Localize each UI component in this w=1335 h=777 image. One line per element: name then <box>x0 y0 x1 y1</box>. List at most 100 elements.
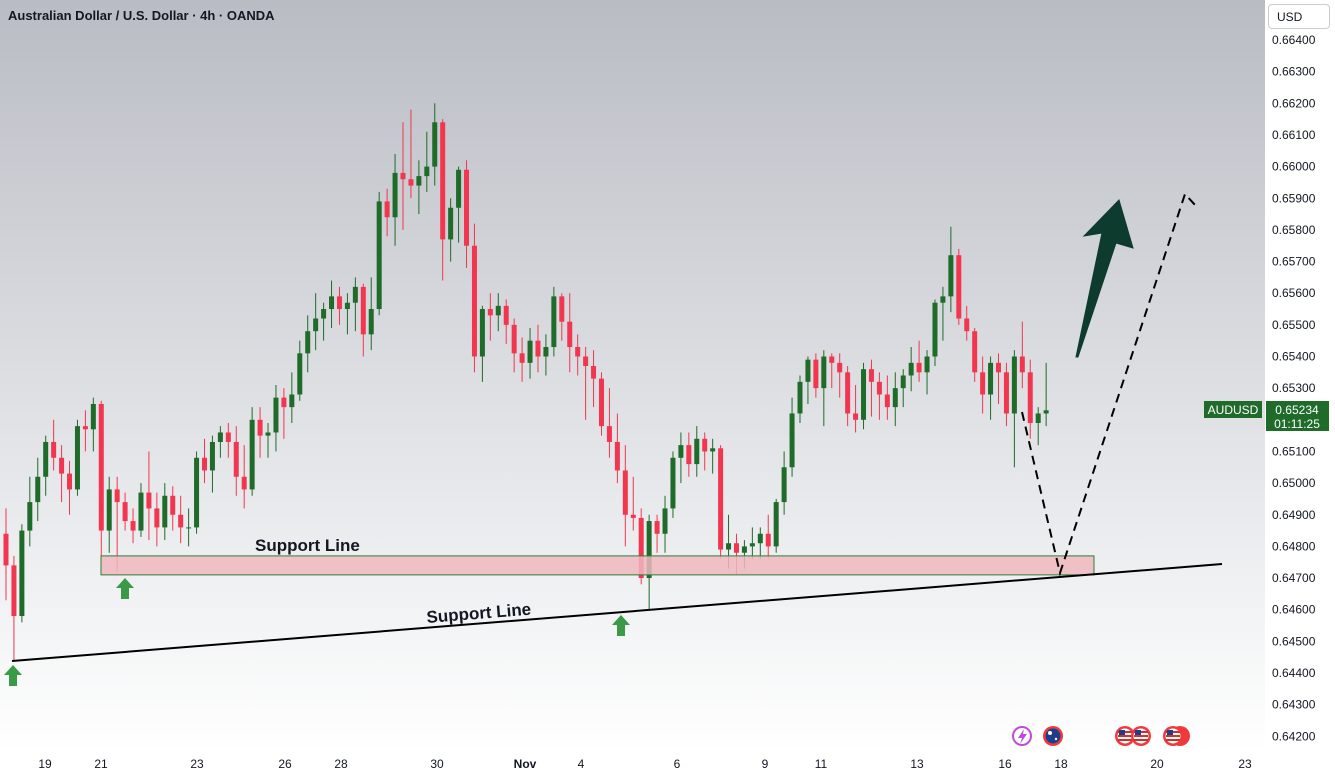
candle-body <box>1003 372 1009 414</box>
candle-body <box>154 508 160 528</box>
price-axis-labels: 0.64200 0.64300 0.64400 0.64500 0.64600 0.647… <box>1272 33 1316 743</box>
candle-body <box>718 448 724 550</box>
candle-body <box>749 543 755 547</box>
time-tick-label: 16 <box>998 757 1012 771</box>
candle <box>360 283 366 357</box>
chart-canvas[interactable] <box>0 0 1265 752</box>
time-tick-label: 20 <box>1150 757 1164 771</box>
price-tick-label: 0.64300 <box>1272 698 1316 712</box>
time-tick-label: 28 <box>334 757 348 771</box>
candle-body <box>868 369 874 382</box>
price-axis[interactable] <box>1265 0 1335 777</box>
candle-body <box>464 169 470 246</box>
candle-body <box>702 438 708 452</box>
candle <box>233 426 239 496</box>
candle-body <box>495 305 501 316</box>
candle <box>209 435 215 493</box>
up-markers <box>4 578 630 686</box>
candle <box>694 426 700 477</box>
candle-body <box>1043 410 1049 414</box>
support-zone[interactable] <box>100 555 1095 576</box>
candle <box>845 365 851 427</box>
price-tick-label: 0.64900 <box>1272 508 1316 522</box>
candle-body <box>487 309 493 316</box>
candle <box>797 375 803 423</box>
price-tick-label: 0.66400 <box>1272 33 1316 47</box>
candle-body <box>662 508 668 534</box>
candle-body <box>289 394 295 408</box>
projection-path[interactable] <box>1021 192 1196 577</box>
candle-body <box>686 445 692 465</box>
candle-body <box>273 397 279 433</box>
candle-body <box>535 340 541 357</box>
candle-body <box>217 432 223 442</box>
candle-body <box>186 527 192 529</box>
candle <box>313 293 319 351</box>
usa-flag-icon[interactable] <box>1131 726 1151 746</box>
candle-body <box>757 533 763 544</box>
price-tick-label: 0.65000 <box>1272 476 1316 490</box>
candle-body <box>130 521 136 531</box>
candle <box>543 334 549 376</box>
chart-title: Australian Dollar / U.S. Dollar · 4h · O… <box>8 8 275 23</box>
candle <box>1011 350 1017 468</box>
up-arrow-marker-icon <box>612 615 630 636</box>
candle <box>948 226 954 313</box>
currency-selector-button[interactable]: USD <box>1268 4 1330 29</box>
candle <box>82 410 88 452</box>
candle-body <box>448 207 454 240</box>
candle-body <box>630 514 636 518</box>
candle-body <box>694 438 700 465</box>
candle <box>1019 321 1025 389</box>
candle <box>3 508 9 601</box>
candle <box>884 375 890 420</box>
candle <box>392 153 398 246</box>
candle <box>868 359 874 417</box>
candle-body <box>670 457 676 509</box>
candle-body <box>170 495 176 515</box>
candle-body <box>321 309 327 319</box>
candle-body <box>59 457 65 474</box>
up-arrow-marker-icon <box>4 665 22 686</box>
candle-body <box>1019 356 1025 373</box>
australia-flag-icon[interactable] <box>1043 726 1063 746</box>
candle <box>265 422 271 458</box>
usa-flag-icon[interactable] <box>1163 726 1190 746</box>
candle <box>257 407 263 458</box>
candle <box>376 191 382 316</box>
candle-body <box>591 365 597 379</box>
candle <box>495 293 501 332</box>
candle-body <box>178 514 184 528</box>
candle-body <box>440 122 446 240</box>
candle <box>273 384 279 452</box>
candle <box>583 347 589 420</box>
candle <box>98 400 104 556</box>
event-icons[interactable] <box>1012 726 1190 746</box>
price-tick-label: 0.64500 <box>1272 634 1316 648</box>
bullish-arrow-icon[interactable] <box>1075 199 1134 358</box>
price-tick-label: 0.66100 <box>1272 128 1316 142</box>
candle <box>178 495 184 544</box>
time-axis[interactable] <box>0 752 1265 777</box>
candle-body <box>733 543 739 553</box>
candle-body <box>1027 372 1033 423</box>
candle <box>567 293 573 373</box>
candle <box>710 438 716 474</box>
candle-body <box>138 492 144 531</box>
candle-body <box>503 305 509 325</box>
candle <box>829 353 835 389</box>
flash-icon[interactable] <box>1012 726 1032 746</box>
candle-body <box>908 362 914 376</box>
candle-body <box>1035 413 1041 423</box>
candle <box>662 495 668 553</box>
candle <box>892 372 898 427</box>
support-trendline[interactable] <box>11 563 1223 662</box>
usa-flag-icon[interactable] <box>1115 726 1135 746</box>
candle <box>416 160 422 215</box>
price-tick-label: 0.64600 <box>1272 603 1316 617</box>
time-tick-label: 13 <box>910 757 924 771</box>
candle <box>329 280 335 329</box>
candle-body <box>344 302 350 310</box>
candle <box>202 438 207 484</box>
